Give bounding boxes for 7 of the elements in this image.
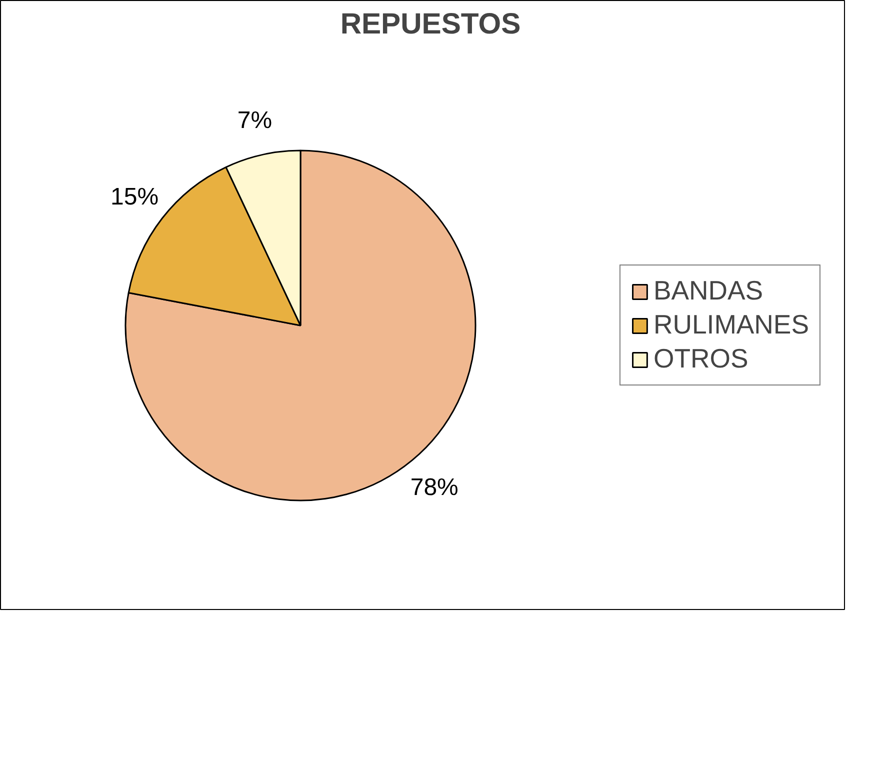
chart-title: REPUESTOS — [340, 8, 521, 40]
legend-label: BANDAS — [653, 276, 764, 306]
data-label: 15% — [110, 183, 159, 210]
data-label: 78% — [410, 474, 458, 501]
legend-label: RULIMANES — [653, 310, 809, 340]
legend-label: OTROS — [653, 344, 748, 374]
data-label: 7% — [237, 107, 272, 134]
